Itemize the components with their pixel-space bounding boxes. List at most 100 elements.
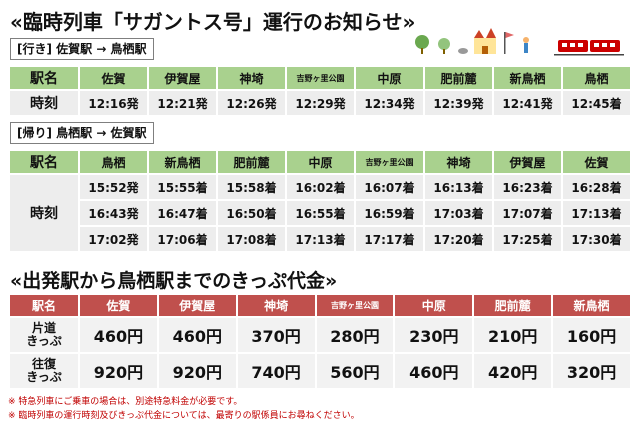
fare-cell: 230円 [395,318,473,352]
time-cell: 17:20着 [425,227,492,251]
time-cell: 17:06着 [149,227,216,251]
time-cell: 17:03着 [425,201,492,225]
station-header: 駅名 [10,67,78,89]
station-cell: 佐賀 [80,67,147,89]
station-cell: 神埼 [237,295,315,316]
time-cell: 12:39発 [425,91,492,115]
fare-cell: 460円 [80,318,157,352]
station-cell: 中原 [356,67,423,89]
time-cell: 12:21発 [149,91,216,115]
time-cell: 17:25着 [494,227,561,251]
one-way-fare-row: 片道 きっぷ 460円 460円 370円 280円 230円 210円 160円 [10,318,630,352]
time-cell: 12:16発 [80,91,147,115]
time-cell: 16:43発 [80,201,147,225]
station-cell: 中原 [287,151,354,173]
fare-cell: 280円 [316,318,394,352]
station-cell: 中原 [395,295,473,316]
station-cell: 佐賀 [80,295,157,316]
fare-cell: 560円 [316,354,394,388]
fare-cell: 320円 [553,354,630,388]
time-cell: 17:30着 [563,227,630,251]
inbound-trip-row: 時刻 15:52発 15:55着 15:58着 16:02着 16:07着 16… [10,175,630,251]
note-inquiry: ※ 臨時列車の運行時刻及びきっぷ代金については、最寄りの駅係員にお尋ねください。 [8,411,360,421]
station-cell: 神埼 [425,151,492,173]
station-cell: 新鳥栖 [494,67,561,89]
round-trip-fare-row: 往復 きっぷ 920円 920円 740円 560円 460円 420円 320円 [10,354,630,388]
station-cell: 鳥栖 [80,151,147,173]
fare-cell: 370円 [237,318,315,352]
inbound-timetable: 駅名 鳥栖 新鳥栖 肥前麓 中原 吉野ヶ里公園 神埼 伊賀屋 佐賀 時刻 15:… [8,149,632,253]
page-title: «臨時列車「サガントス号」運行のお知らせ» [10,10,416,34]
station-header: 駅名 [10,151,78,173]
flag-icon [504,32,514,54]
fare-cell: 420円 [474,354,552,388]
inbound-trip-row: 16:43発 16:47着 16:50着 16:55着 16:59着 17:03… [10,201,630,225]
fare-cell: 160円 [553,318,630,352]
fare-station-row: 駅名 佐賀 伊賀屋 神埼 吉野ヶ里公園 中原 肥前麓 新鳥栖 [10,295,630,316]
note-express-fee: ※ 特急列車にご乗車の場合は、別途特急料金が必要です。 [8,397,243,407]
time-cell: 12:41発 [494,91,561,115]
person-icon [523,37,529,53]
time-cell: 15:55着 [149,175,216,199]
station-cell: 肥前麓 [425,67,492,89]
time-cell: 16:55着 [287,201,354,225]
time-cell: 16:28着 [563,175,630,199]
fare-cell: 460円 [395,354,473,388]
time-cell: 17:17着 [356,227,423,251]
time-cell: 17:02発 [80,227,147,251]
time-header: 時刻 [10,91,78,115]
station-cell: 吉野ヶ里公園 [316,295,394,316]
time-cell: 16:50着 [218,201,285,225]
station-header: 駅名 [10,295,78,316]
station-cell: 伊賀屋 [158,295,236,316]
station-cell: 鳥栖 [563,67,630,89]
time-cell: 15:58着 [218,175,285,199]
time-cell: 16:07着 [356,175,423,199]
time-cell: 16:59着 [356,201,423,225]
station-cell: 佐賀 [563,151,630,173]
time-cell: 16:13着 [425,175,492,199]
fare-cell: 210円 [474,318,552,352]
station-cell: 神埼 [218,67,285,89]
train-icon [554,40,624,56]
time-cell: 17:08着 [218,227,285,251]
one-way-label: 片道 きっぷ [10,318,78,352]
fare-cell: 920円 [158,354,236,388]
station-cell: 伊賀屋 [494,151,561,173]
time-cell: 12:34発 [356,91,423,115]
outbound-station-row: 駅名 佐賀 伊賀屋 神埼 吉野ヶ里公園 中原 肥前麓 新鳥栖 鳥栖 [10,67,630,89]
tree-icon [415,35,450,54]
station-cell: 新鳥栖 [553,295,630,316]
outbound-route-label: [行き] 佐賀駅 → 鳥栖駅 [10,38,154,60]
inbound-route-label: [帰り] 鳥栖駅 → 佐賀駅 [10,122,154,144]
station-cell: 肥前麓 [474,295,552,316]
time-cell: 17:07着 [494,201,561,225]
inbound-station-row: 駅名 鳥栖 新鳥栖 肥前麓 中原 吉野ヶ里公園 神埼 伊賀屋 佐賀 [10,151,630,173]
outbound-timetable: 駅名 佐賀 伊賀屋 神埼 吉野ヶ里公園 中原 肥前麓 新鳥栖 鳥栖 時刻 12:… [8,65,632,117]
time-cell: 12:26発 [218,91,285,115]
station-cell: 肥前麓 [218,151,285,173]
fare-cell: 740円 [237,354,315,388]
decoration-illustration [415,28,624,56]
small-animal-icon [458,48,468,54]
time-cell: 15:52発 [80,175,147,199]
time-cell: 12:29発 [287,91,354,115]
inbound-trip-row: 17:02発 17:06着 17:08着 17:13着 17:17着 17:20… [10,227,630,251]
time-header: 時刻 [10,175,78,251]
outbound-time-row: 時刻 12:16発 12:21発 12:26発 12:29発 12:34発 12… [10,91,630,115]
time-cell: 17:13着 [563,201,630,225]
station-cell: 新鳥栖 [149,151,216,173]
castle-icon [474,28,496,54]
time-cell: 16:23着 [494,175,561,199]
station-cell: 吉野ヶ里公園 [356,151,423,173]
station-cell: 吉野ヶ里公園 [287,67,354,89]
time-cell: 12:45着 [563,91,630,115]
time-cell: 16:02着 [287,175,354,199]
time-cell: 17:13着 [287,227,354,251]
fare-cell: 460円 [158,318,236,352]
time-cell: 16:47着 [149,201,216,225]
station-cell: 伊賀屋 [149,67,216,89]
fare-cell: 920円 [80,354,157,388]
fare-table: 駅名 佐賀 伊賀屋 神埼 吉野ヶ里公園 中原 肥前麓 新鳥栖 片道 きっぷ 460… [8,293,632,390]
round-trip-label: 往復 きっぷ [10,354,78,388]
